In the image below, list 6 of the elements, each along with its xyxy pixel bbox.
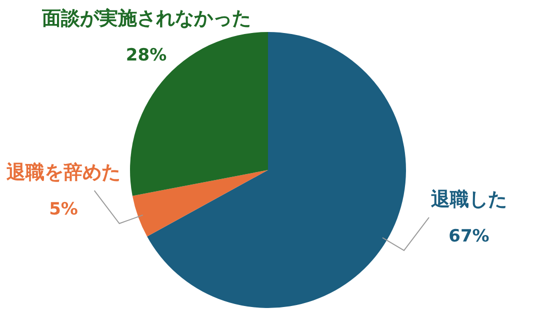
data-label: 28%: [126, 45, 167, 66]
data-label: 5%: [49, 200, 78, 220]
data-label: 67%: [448, 226, 490, 246]
slice-label: 退職を辞めた: [6, 162, 120, 184]
slice-label: 退職した: [430, 188, 507, 210]
slice-label: 面談が実施されなかった: [40, 7, 251, 30]
